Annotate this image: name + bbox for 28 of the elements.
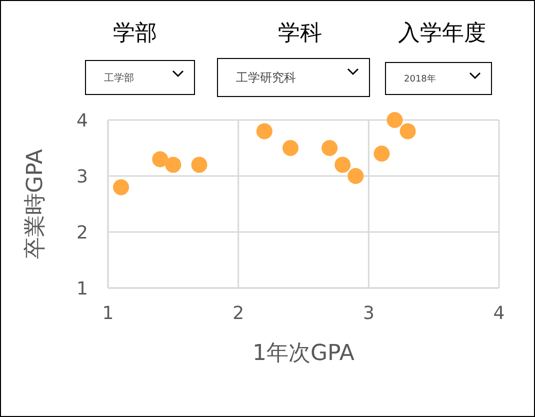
text: 工学部 [104, 72, 134, 84]
x-tick-label: 3 [362, 302, 374, 324]
point [374, 146, 390, 162]
y-tick-label: 4 [76, 110, 88, 132]
text: 工学研究科 [236, 69, 296, 86]
point [386, 112, 403, 128]
point [165, 156, 182, 173]
x-tick-label: 4 [493, 302, 505, 324]
point [152, 151, 168, 168]
text: 学科 [277, 20, 323, 48]
point [113, 179, 130, 196]
point [191, 156, 208, 173]
text: 入学年度 [397, 20, 487, 48]
y-axis-title: 卒業時GPA [22, 149, 48, 259]
text: 2018年 [404, 73, 436, 85]
y-tick-label: 3 [76, 166, 88, 188]
point [348, 168, 364, 184]
point [322, 140, 338, 156]
x-tick-label: 1 [102, 302, 114, 324]
y-tick-label: 1 [76, 278, 88, 300]
point [282, 140, 298, 156]
y-tick-label: 2 [76, 222, 88, 244]
x-tick-label: 2 [232, 302, 244, 324]
point [334, 156, 351, 173]
x-axis-title: 1年次GPA [252, 341, 354, 366]
point [256, 123, 272, 140]
text: 学部 [112, 20, 158, 48]
point [400, 123, 416, 140]
